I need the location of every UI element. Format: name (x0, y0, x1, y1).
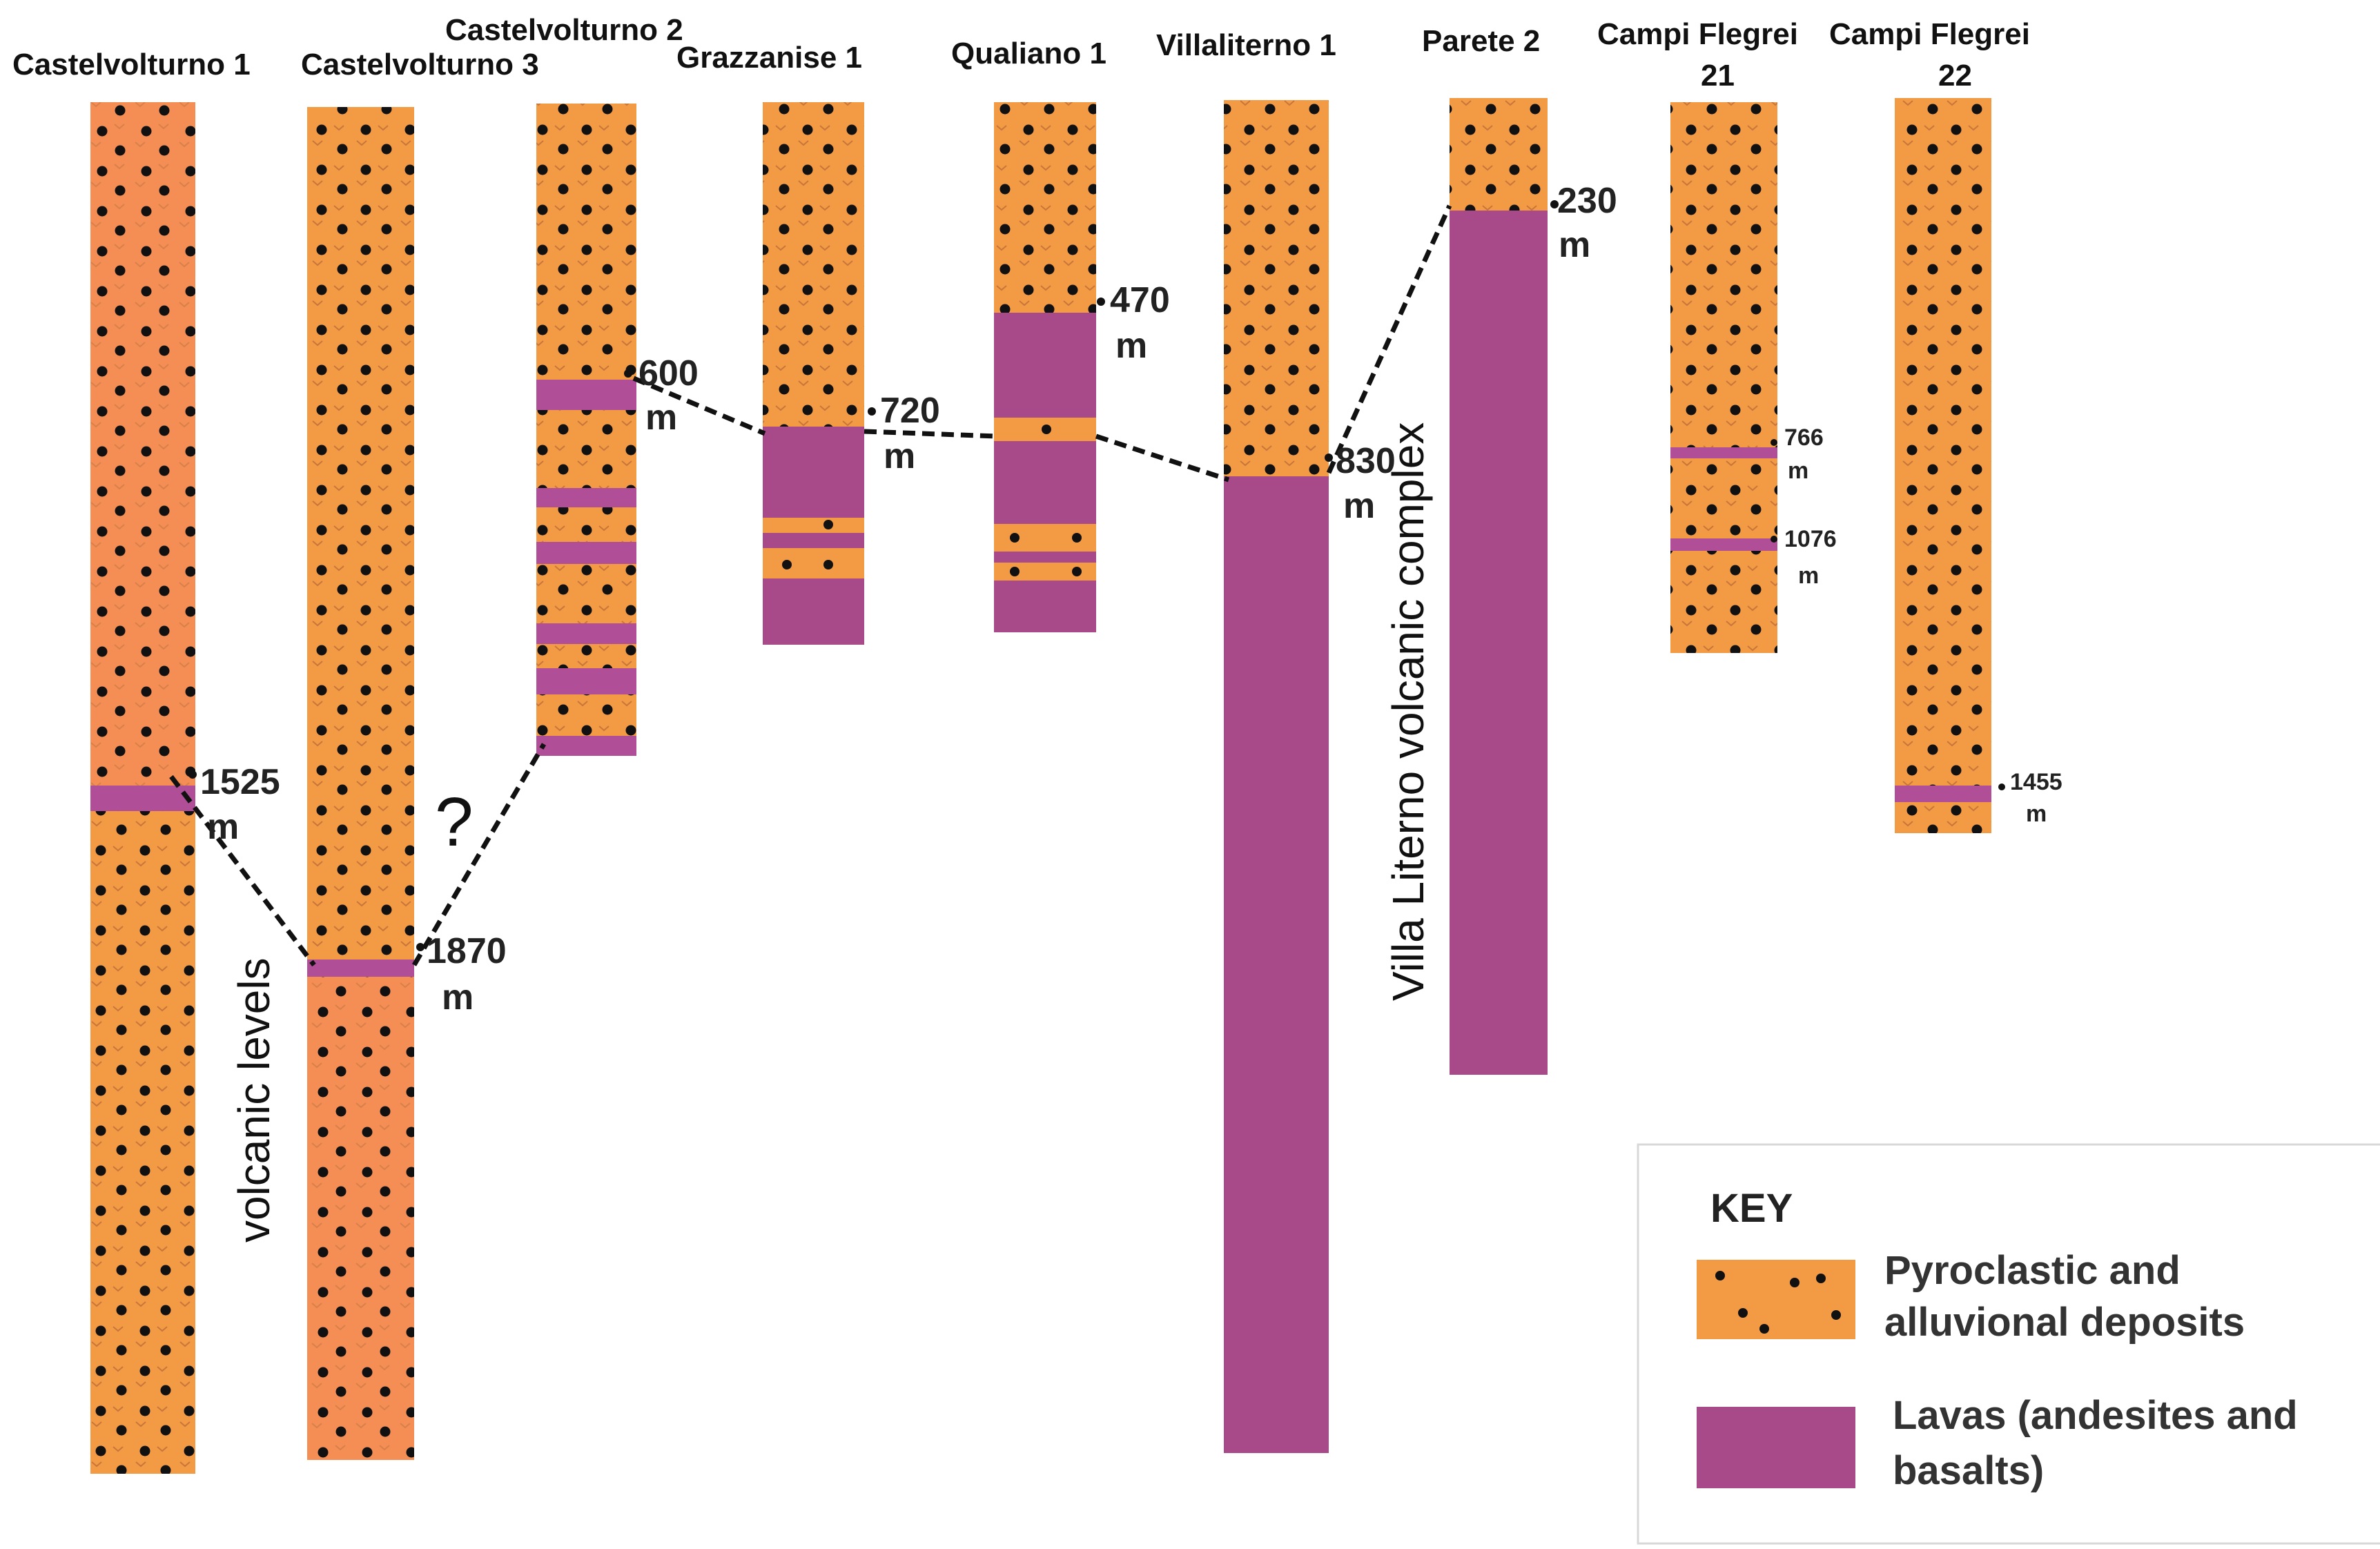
depth-unit: m (645, 398, 677, 438)
correlation-line (864, 429, 998, 439)
lava-band (90, 786, 195, 811)
depth-unit: m (1559, 225, 1590, 265)
depth-marker-grazzanise-1: 720 m (868, 391, 940, 476)
well-column-campi-flegrei-21 (1670, 102, 1777, 653)
well-name-campi-flegrei-21-line2: 21 (1701, 59, 1735, 92)
depth-marker-castelvolturno-3: 1870 m (416, 931, 507, 1017)
depth-unit: m (1798, 563, 1819, 589)
depth-unit: m (207, 807, 239, 847)
depth-value: 230 (1557, 181, 1617, 221)
lava-band (307, 959, 414, 977)
lava-section (1450, 211, 1548, 1075)
legend-label-lavas-line2: basalts) (1893, 1448, 2044, 1493)
correlation-line (411, 743, 547, 966)
well-name-castelvolturno-3: Castelvolturno 3 (301, 48, 539, 81)
well-name-parete-2: Parete 2 (1422, 24, 1540, 58)
depth-marker-qualiano-1: 470 m (1097, 280, 1170, 366)
depth-value: 766 (1784, 425, 1824, 451)
lava-band (536, 488, 636, 507)
depth-value: 600 (638, 353, 699, 393)
lava-section (763, 427, 864, 518)
lava-section (994, 313, 1096, 418)
correlation-line (632, 376, 766, 436)
well-column-castelvolturno-2 (536, 104, 636, 756)
well-column-castelvolturno-3 (307, 107, 414, 1460)
depth-value: 1076 (1784, 526, 1837, 552)
legend-label-pyroclastic-line2: alluvional deposits (1884, 1300, 2245, 1345)
lava-band (1670, 447, 1777, 458)
well-name-campi-flegrei-22-line1: Campi Flegrei (1829, 17, 2030, 51)
depth-unit: m (884, 436, 915, 476)
lava-band (536, 542, 636, 564)
depth-markers: 1525 m 1870 m 600 m 720 m 470 m 830 m (188, 181, 2062, 1017)
lava-band (1895, 786, 1991, 802)
depth-marker-castelvolturno-1: 1525 m (188, 762, 280, 847)
legend-swatch-lavas (1697, 1407, 1855, 1488)
well-column-parete-2 (1450, 98, 1548, 1075)
lava-band (536, 736, 636, 756)
legend-title: KEY (1710, 1186, 1793, 1231)
well-name-campi-flegrei-22-line2: 22 (1938, 59, 1972, 92)
well-column-villaliterno-1 (1224, 100, 1329, 1453)
legend-label-lavas-line1: Lavas (andesites and (1893, 1393, 2298, 1438)
depth-marker-campi-flegrei-21-b: 1076 m (1771, 526, 1837, 589)
depth-marker-campi-flegrei-22: 1455 m (1998, 769, 2062, 827)
lava-band (536, 668, 636, 694)
well-name-castelvolturno-2: Castelvolturno 2 (445, 13, 683, 47)
depth-unit: m (2026, 801, 2047, 827)
depth-unit: m (442, 977, 474, 1017)
lava-band (536, 623, 636, 644)
correlation-line (1326, 204, 1452, 474)
volcanic-levels-label: volcanic levels (229, 957, 279, 1243)
depth-unit: m (1115, 326, 1147, 366)
correlation-lines (169, 204, 1452, 967)
depth-marker-castelvolturno-2: 600 m (624, 353, 699, 438)
well-column-campi-flegrei-22 (1895, 98, 1991, 833)
lava-band (536, 380, 636, 410)
depth-unit: m (1343, 486, 1375, 526)
well-name-qualiano-1: Qualiano 1 (951, 37, 1106, 70)
depth-value: 830 (1336, 441, 1396, 481)
well-labels: Castelvolturno 1 Castelvolturno 3 Castel… (12, 13, 2030, 92)
legend-label-pyroclastic-line1: Pyroclastic and (1884, 1248, 2181, 1293)
question-mark: ? (435, 783, 474, 861)
lava-section (1224, 476, 1329, 1453)
depth-value: 1525 (200, 762, 280, 802)
legend-key: KEY Pyroclastic and alluvional deposits … (1637, 1143, 2380, 1545)
correlation-line (1095, 433, 1230, 483)
depth-unit: m (1788, 458, 1808, 484)
depth-value: 1455 (2010, 769, 2062, 795)
villa-literno-complex-label: Villa Literno volcanic complex (1383, 422, 1433, 1001)
depth-value: 470 (1110, 280, 1170, 320)
depth-marker-campi-flegrei-21-a: 766 m (1771, 425, 1824, 484)
well-name-castelvolturno-1: Castelvolturno 1 (12, 48, 251, 81)
well-column-qualiano-1 (994, 102, 1096, 632)
well-column-grazzanise-1 (763, 102, 864, 645)
well-name-villaliterno-1: Villaliterno 1 (1156, 28, 1336, 62)
depth-marker-parete-2: 230 m (1550, 181, 1617, 265)
depth-marker-villaliterno-1: 830 m (1325, 441, 1396, 526)
lava-band (1670, 538, 1777, 551)
legend-swatch-pyroclastic (1697, 1260, 1855, 1339)
depth-value: 720 (880, 391, 940, 431)
correlation-line (169, 774, 316, 967)
well-name-campi-flegrei-21-line1: Campi Flegrei (1597, 17, 1798, 51)
well-column-castelvolturno-1 (90, 102, 195, 1474)
depth-value: 1870 (427, 931, 507, 971)
well-name-grazzanise-1: Grazzanise 1 (676, 41, 862, 75)
